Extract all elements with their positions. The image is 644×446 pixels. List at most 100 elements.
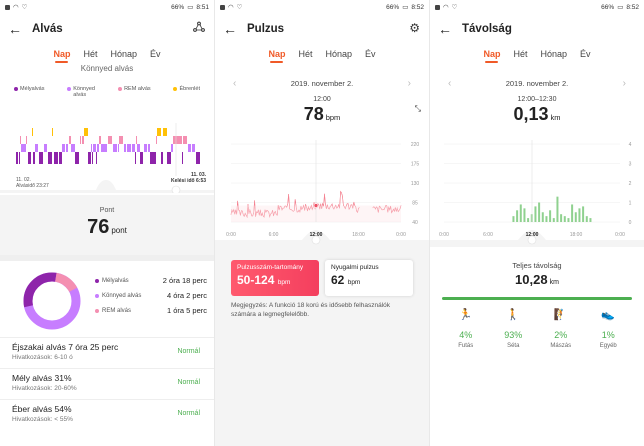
sleep-stage-segment (91, 144, 92, 152)
clock: 8:52 (626, 3, 639, 11)
activity-climbing[interactable]: 🧗 2% Mászás (541, 308, 581, 349)
activity-running[interactable]: 🏃 4% Futás (446, 308, 486, 349)
tab-year[interactable]: Év (150, 48, 161, 59)
wifi-icon: ◠ (443, 4, 449, 11)
battery-percent: 66% (386, 3, 400, 11)
legend-awake: Ébrenlét (173, 86, 200, 98)
sleep-stage-chart[interactable]: 11. 02. Alvásidő 23:27 11. 03. Kelési id… (0, 98, 214, 195)
sleep-stage-segment (171, 144, 173, 152)
metric-night-sleep[interactable]: Éjszakai alvás 7 óra 25 perc Hivatkozáso… (0, 337, 214, 368)
distance-bar (519, 204, 522, 222)
tab-month[interactable]: Hónap (540, 48, 568, 59)
activity-walking[interactable]: 🚶 93% Séta (493, 308, 533, 349)
breakdown-deep: Mélyalvás 2 óra 18 perc (95, 273, 207, 288)
sleep-stage-segment (157, 128, 159, 136)
sleep-stage-segment (118, 144, 119, 152)
x-tick-label: 0:00 (226, 232, 236, 238)
age-note: Megjegyzés: A funkció 18 korú és idősebb… (231, 302, 390, 318)
sleep-breakdown: Mélyalvás 2 óra 18 perc Könnyed alvás 4 ór… (0, 255, 214, 337)
period-tabs: Nap Hét Hónap Év (215, 44, 429, 66)
tab-week[interactable]: Hét (83, 48, 98, 59)
sleep-stage-segment (167, 152, 171, 164)
sleep-stage-segment (26, 136, 27, 144)
expand-icon[interactable]: ⤡ (414, 104, 421, 113)
distance-bar (578, 208, 581, 222)
range-card[interactable]: Pulzusszám-tartomány 50-124 bpm (231, 260, 319, 296)
sleep-stage-segment (148, 144, 150, 152)
x-tick-label: 6:00 (483, 232, 493, 238)
rest-card[interactable]: Nyugalmi pulzus 62 bpm (325, 260, 413, 296)
sleep-stage-segment (84, 128, 88, 136)
distance-bar (523, 208, 526, 222)
score-label: Pont (99, 207, 115, 214)
y-tick-label: 1 (629, 201, 632, 207)
distance-bar (534, 206, 537, 222)
sleep-stage-segment (33, 152, 34, 164)
tab-year[interactable]: Év (580, 48, 591, 59)
total-distance-card: Teljes távolság 10,28 km 🏃 4% Futás 🚶 93%… (430, 247, 644, 446)
chart-handle (171, 185, 181, 195)
sleep-stage-segment (137, 144, 140, 152)
next-day-icon[interactable]: › (407, 77, 411, 89)
page-title: Távolság (462, 23, 512, 35)
tab-month[interactable]: Hónap (110, 48, 138, 59)
sleep-stage-segment (161, 152, 163, 164)
battery-percent: 66% (601, 3, 615, 11)
rest-value: 62 bpm (331, 273, 361, 287)
activity-other[interactable]: 👟 1% Egyéb (588, 308, 628, 349)
distance-value: 0,13 km (513, 104, 561, 124)
gear-icon[interactable]: ⚙ (409, 21, 420, 35)
tab-day[interactable]: Nap (268, 49, 285, 63)
share-icon[interactable] (193, 21, 205, 36)
tab-year[interactable]: Év (365, 48, 376, 59)
sleep-stage-segment (108, 136, 109, 144)
pulse-value: 78 bpm (303, 104, 341, 124)
distance-bar (574, 212, 577, 222)
donut-deep (23, 272, 81, 330)
app-header: ← Alvás (0, 14, 214, 44)
distance-chart[interactable]: 4 3 2 1 0 0:00 6:00 12:00 18:00 0:00 (430, 134, 644, 254)
score-card: Pont 76 pont (0, 195, 214, 255)
shoe-icon: 👟 (601, 309, 616, 321)
tab-week[interactable]: Hét (298, 48, 313, 59)
sleep-stage-segment (77, 152, 79, 164)
prev-day-icon[interactable]: ‹ (448, 77, 452, 89)
sleep-stage-segment (135, 152, 136, 164)
distance-bar (556, 196, 559, 222)
status-badge: Normál (177, 410, 200, 417)
sleep-stage-segment (163, 128, 167, 136)
sim-icon (435, 4, 440, 10)
sleep-stage-segment (19, 152, 20, 164)
x-tick-label: 18:00 (352, 232, 365, 238)
pulse-summary: Pulzusszám-tartomány 50-124 bpm Nyugalmi… (215, 260, 429, 296)
tab-month[interactable]: Hónap (325, 48, 353, 59)
sleep-stage-segment (93, 144, 96, 152)
y-tick-label: 220 (411, 142, 420, 148)
sleep-stage-segment (101, 144, 103, 152)
distance-bar (549, 210, 552, 222)
back-arrow-icon[interactable]: ← (8, 21, 22, 37)
tab-day[interactable]: Nap (483, 49, 500, 63)
sleep-stage-segment (75, 152, 77, 164)
status-bar: ◠ ♡ 66% ▭ 8:51 (0, 0, 214, 14)
heart-rate-chart[interactable]: 220 175 130 85 40 0:00 6:00 12:00 18:00 0:00 (215, 134, 429, 254)
legend-deep: Mélyalvás (14, 86, 44, 98)
metric-awake-sleep[interactable]: Éber alvás 54% Hivatkozások: < 55% Normá… (0, 399, 214, 430)
prev-day-icon[interactable]: ‹ (233, 77, 237, 89)
tab-week[interactable]: Hét (513, 48, 528, 59)
distance-bar (571, 204, 574, 222)
back-arrow-icon[interactable]: ← (223, 21, 237, 37)
tab-day[interactable]: Nap (53, 49, 70, 63)
sleep-stage-segment (97, 144, 99, 152)
back-arrow-icon[interactable]: ← (438, 21, 452, 37)
total-value: 10,28 km (515, 272, 559, 287)
sleep-stage-segment (39, 152, 43, 164)
next-day-icon[interactable]: › (622, 77, 626, 89)
x-tick-label: 0:00 (396, 232, 406, 238)
sleep-stage-segment (35, 144, 38, 152)
sleep-stage-segment (124, 144, 126, 152)
sleep-stage-segment (173, 136, 176, 144)
metric-deep-sleep[interactable]: Mély alvás 31% Hivatkozások: 20-60% Norm… (0, 368, 214, 399)
sleep-legend: Mélyalvás Könnyed alvás REM alvás Ébrenl… (0, 80, 214, 98)
sleep-stage-segment (109, 136, 112, 144)
